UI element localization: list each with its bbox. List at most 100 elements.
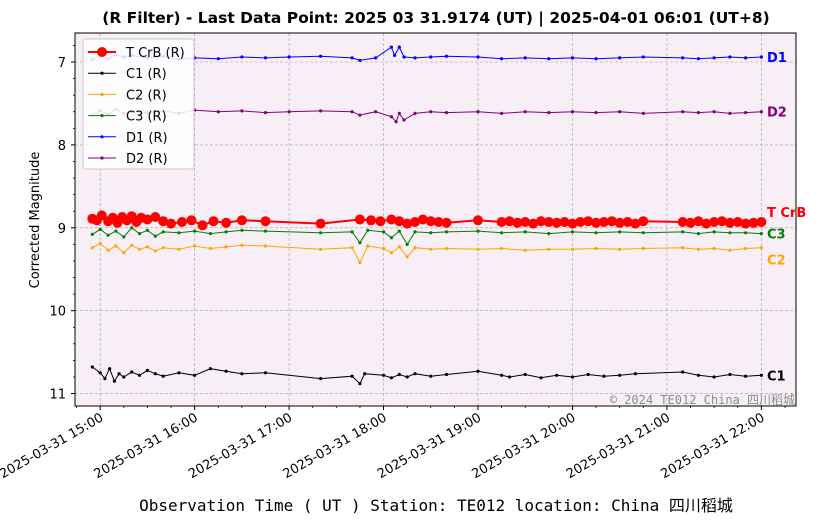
data-point — [177, 371, 181, 375]
data-point — [429, 110, 433, 114]
data-point — [145, 228, 149, 232]
data-point — [240, 372, 244, 376]
legend-label: C1 (R) — [126, 67, 167, 82]
data-point — [106, 248, 110, 252]
y-tick-label: 7 — [58, 56, 66, 71]
data-point — [375, 216, 386, 227]
legend-marker — [100, 135, 104, 139]
data-point — [366, 228, 370, 232]
data-point — [90, 365, 94, 369]
data-point — [681, 246, 685, 250]
data-point — [709, 217, 720, 227]
series-c3 — [90, 226, 764, 246]
data-point — [358, 241, 362, 245]
data-point — [476, 110, 480, 114]
data-point — [413, 111, 417, 115]
data-point — [240, 228, 244, 232]
data-point — [122, 251, 126, 255]
data-point — [630, 218, 641, 229]
data-point — [602, 374, 606, 378]
data-point — [618, 110, 622, 114]
data-point — [240, 55, 244, 59]
data-point — [216, 110, 220, 114]
data-point — [122, 235, 126, 239]
data-point — [759, 55, 764, 59]
data-point — [528, 218, 539, 229]
legend-item: D2 (R) — [88, 152, 168, 167]
data-point — [350, 110, 354, 114]
data-point — [386, 214, 397, 225]
x-tick-label: 2025-03-31 16:00 — [92, 410, 201, 482]
data-point — [106, 233, 110, 237]
data-point — [693, 216, 704, 227]
legend-item: C1 (R) — [88, 67, 167, 82]
data-point — [389, 376, 393, 380]
data-point — [358, 261, 362, 265]
data-point — [712, 375, 716, 379]
data-point — [539, 376, 543, 380]
data-point — [520, 217, 531, 227]
data-point — [701, 218, 712, 229]
data-point — [696, 247, 701, 251]
watermark: © 2024 TE012 China 四川稻城 — [610, 393, 795, 407]
data-point — [696, 111, 701, 115]
data-point — [425, 216, 436, 227]
legend-marker — [97, 47, 107, 57]
data-point — [547, 232, 551, 236]
data-point — [413, 56, 417, 60]
data-point — [570, 110, 575, 114]
data-point — [641, 231, 645, 235]
data-point — [444, 111, 449, 115]
legend-item: C2 (R) — [88, 88, 167, 103]
data-point — [394, 120, 398, 124]
data-point — [122, 375, 126, 379]
chart-title: (R Filter) - Last Data Point: 2025 03 31… — [102, 9, 769, 28]
legend-marker — [100, 156, 104, 160]
y-tick-label: 8 — [58, 139, 66, 154]
data-point — [208, 216, 219, 227]
data-point — [319, 231, 323, 235]
data-point — [402, 118, 406, 122]
data-point — [221, 217, 232, 228]
data-point — [319, 377, 323, 381]
data-point — [382, 246, 386, 251]
data-point — [90, 246, 94, 250]
series-c2 — [90, 241, 764, 265]
y-tick-label: 10 — [49, 305, 66, 320]
data-point — [103, 377, 107, 381]
legend-marker — [100, 71, 104, 75]
data-point — [512, 217, 523, 228]
data-point — [696, 232, 701, 236]
data-point — [476, 369, 480, 373]
data-point — [618, 247, 622, 251]
legend-item: T CrB (R) — [88, 46, 185, 61]
series-end-label: D2 — [767, 106, 787, 121]
data-point — [413, 230, 417, 234]
data-point — [319, 109, 323, 113]
data-point — [500, 111, 504, 115]
data-point — [744, 56, 748, 60]
data-point — [759, 110, 764, 114]
data-point — [641, 55, 645, 59]
legend-marker — [100, 92, 104, 96]
data-point — [402, 55, 406, 59]
data-point — [500, 231, 504, 235]
data-point — [358, 58, 362, 63]
data-point — [504, 216, 515, 227]
legend-label: T CrB (R) — [125, 46, 185, 61]
data-point — [429, 374, 433, 378]
data-point — [476, 229, 480, 233]
data-point — [744, 374, 748, 378]
data-point — [98, 227, 102, 231]
data-point — [405, 255, 409, 259]
data-point — [402, 218, 413, 229]
data-point — [98, 371, 102, 375]
data-point — [598, 217, 609, 227]
data-point — [583, 216, 594, 227]
data-point — [444, 54, 449, 58]
data-point — [393, 53, 397, 58]
data-point — [728, 248, 732, 252]
data-point — [413, 372, 417, 376]
data-point — [523, 230, 527, 234]
